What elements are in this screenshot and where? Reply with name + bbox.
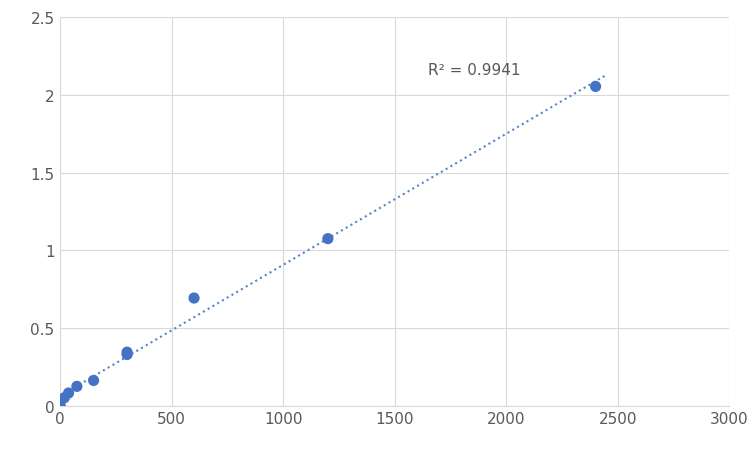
Point bbox=[87, 377, 99, 384]
Point bbox=[121, 351, 133, 358]
Point bbox=[121, 349, 133, 356]
Point bbox=[54, 402, 66, 409]
Point bbox=[590, 83, 602, 91]
Point bbox=[322, 235, 334, 243]
Point bbox=[62, 390, 74, 397]
Point bbox=[188, 295, 200, 302]
Point bbox=[71, 383, 83, 390]
Text: R² = 0.9941: R² = 0.9941 bbox=[429, 63, 521, 78]
Point bbox=[59, 394, 71, 401]
